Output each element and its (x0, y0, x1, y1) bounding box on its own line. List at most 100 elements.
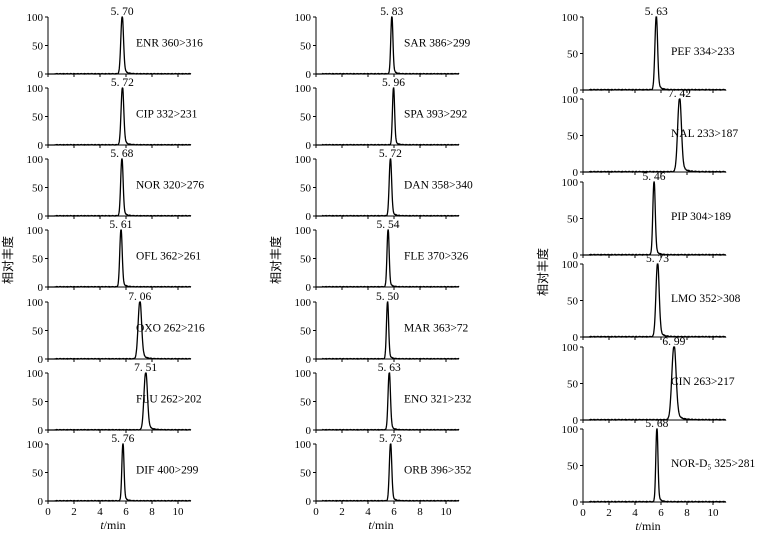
y-tick-label: 100 (27, 83, 44, 95)
chromatogram-trace (583, 98, 727, 174)
y-tick-label: 0 (38, 496, 44, 508)
y-tick-label: 50 (32, 397, 44, 409)
y-tick-label: 100 (27, 225, 44, 237)
x-tick-label: 10 (708, 507, 720, 519)
peak-retention-label: 5. 54 (377, 219, 400, 231)
chromatogram-panel: 0 50 100 5. 68 NOR-D₅ 325>281 0 2 4 6 8 10 t/min (562, 418, 756, 533)
chromatogram-trace (48, 443, 192, 503)
chromatogram-panel: 0 50 100 5. 63 ENO 321>232 (295, 362, 472, 437)
chromatogram-panel: 0 50 100 7. 06 OXO 262>216 (27, 291, 206, 366)
y-tick-label: 0 (306, 354, 312, 366)
x-tick-label: 0 (580, 507, 586, 519)
peak-retention-label: 5. 73 (379, 433, 402, 445)
chromatogram-trace (583, 16, 727, 92)
peak-retention-label: 5. 96 (382, 77, 405, 89)
chromatogram-panel: 0 50 100 5. 72 CIP 332>231 (27, 77, 198, 152)
compound-transition-label: OXO 262>216 (136, 323, 205, 335)
peak-retention-label: 5. 70 (111, 6, 134, 18)
y-tick-label: 50 (300, 254, 312, 266)
chromatogram-trace (48, 16, 192, 76)
chromatogram-trace (583, 263, 727, 339)
chromatogram-trace (316, 158, 460, 218)
chromatogram-panel: 0 50 100 5. 70 ENR 360>316 (27, 6, 204, 81)
chromatogram-panel: 0 50 100 7. 42 NAL 233>187 (562, 88, 739, 179)
y-tick-label: 50 (32, 254, 44, 266)
x-tick-label: 4 (365, 506, 371, 518)
y-tick-label: 0 (306, 69, 312, 81)
y-tick-label: 0 (306, 211, 312, 223)
y-tick-label: 100 (27, 297, 44, 309)
chromatogram-trace (316, 229, 460, 289)
y-tick-label: 50 (567, 379, 579, 391)
chromatogram-panel: 0 50 100 5. 83 SAR 386>299 (295, 6, 471, 81)
compound-transition-label: SPA 393>292 (404, 109, 468, 121)
y-tick-label: 50 (567, 296, 579, 308)
y-tick-label: 0 (306, 425, 312, 437)
y-tick-label: 100 (27, 439, 44, 451)
chromatogram-panel: 0 50 100 5. 96 SPA 393>292 (295, 77, 468, 152)
compound-transition-label: PIP 304>189 (671, 211, 731, 223)
chromatogram-panel: 0 50 100 5. 50 MAR 363>72 (295, 291, 469, 366)
y-tick-label: 100 (295, 83, 312, 95)
y-tick-label: 0 (38, 354, 44, 366)
y-axis-title: 相对丰度 (268, 236, 283, 284)
y-axis-title: 相对丰度 (535, 248, 550, 296)
y-tick-label: 50 (567, 49, 579, 61)
y-tick-label: 50 (567, 131, 579, 143)
x-tick-label: 2 (339, 506, 345, 518)
peak-retention-label: 5. 46 (642, 171, 665, 183)
chromatogram-trace (48, 301, 192, 360)
x-axis-title: t/min (100, 518, 125, 532)
y-tick-label: 0 (38, 425, 44, 437)
chromatogram-panel: 0 50 100 5. 72 DAN 358>340 (295, 148, 474, 223)
chromatogram-trace (583, 181, 727, 257)
chromatogram-trace (48, 87, 192, 147)
y-tick-label: 0 (573, 497, 579, 509)
peak-retention-label: 5. 83 (380, 6, 403, 18)
y-tick-label: 0 (306, 496, 312, 508)
compound-transition-label: CIN 263>217 (671, 376, 735, 388)
y-tick-label: 50 (300, 112, 312, 124)
y-tick-label: 0 (306, 140, 312, 152)
y-tick-label: 50 (300, 468, 312, 480)
y-tick-label: 100 (295, 368, 312, 380)
chromatogram-panel: 0 50 100 5. 63 PEF 334>233 (562, 6, 735, 97)
chromatogram-panel: 0 50 100 5. 46 PIP 304>189 (562, 171, 732, 262)
y-tick-label: 0 (38, 140, 44, 152)
x-tick-label: 2 (71, 506, 77, 518)
y-tick-label: 100 (562, 94, 579, 106)
peak-retention-label: 7. 51 (134, 362, 157, 374)
peak-retention-label: 5. 68 (110, 148, 133, 160)
y-tick-label: 50 (567, 461, 579, 473)
compound-transition-label: NAL 233>187 (671, 128, 738, 140)
chromatogram-trace (316, 87, 460, 147)
x-axis-title: t/min (635, 519, 660, 533)
compound-transition-label: SAR 386>299 (404, 38, 470, 50)
compound-transition-label: ORB 396>352 (404, 465, 472, 477)
y-tick-label: 100 (295, 225, 312, 237)
x-tick-label: 8 (149, 506, 155, 518)
compound-transition-label: PEF 334>233 (671, 46, 735, 58)
y-tick-label: 100 (295, 439, 312, 451)
x-tick-label: 6 (123, 506, 129, 518)
x-tick-label: 0 (313, 506, 319, 518)
y-tick-label: 50 (32, 183, 44, 195)
y-tick-label: 100 (27, 368, 44, 380)
x-tick-label: 4 (97, 506, 103, 518)
chromatogram-trace (316, 301, 460, 361)
chromatogram-trace (583, 428, 727, 504)
chromatogram-trace (48, 372, 192, 432)
compound-transition-label: ENR 360>316 (136, 38, 203, 50)
y-tick-label: 50 (32, 326, 44, 338)
compound-transition-label: CIP 332>231 (136, 109, 198, 121)
chromatogram-panel: 0 50 100 7. 51 FLU 262>202 (27, 362, 202, 437)
y-tick-label: 100 (295, 154, 312, 166)
compound-transition-label: OFL 362>261 (136, 251, 201, 263)
y-tick-label: 0 (306, 282, 312, 294)
chromatogram-trace (316, 372, 460, 432)
peak-retention-label: 5. 63 (378, 362, 401, 374)
y-tick-label: 50 (300, 397, 312, 409)
peak-retention-label: 7. 42 (668, 88, 691, 100)
x-tick-label: 10 (441, 506, 453, 518)
